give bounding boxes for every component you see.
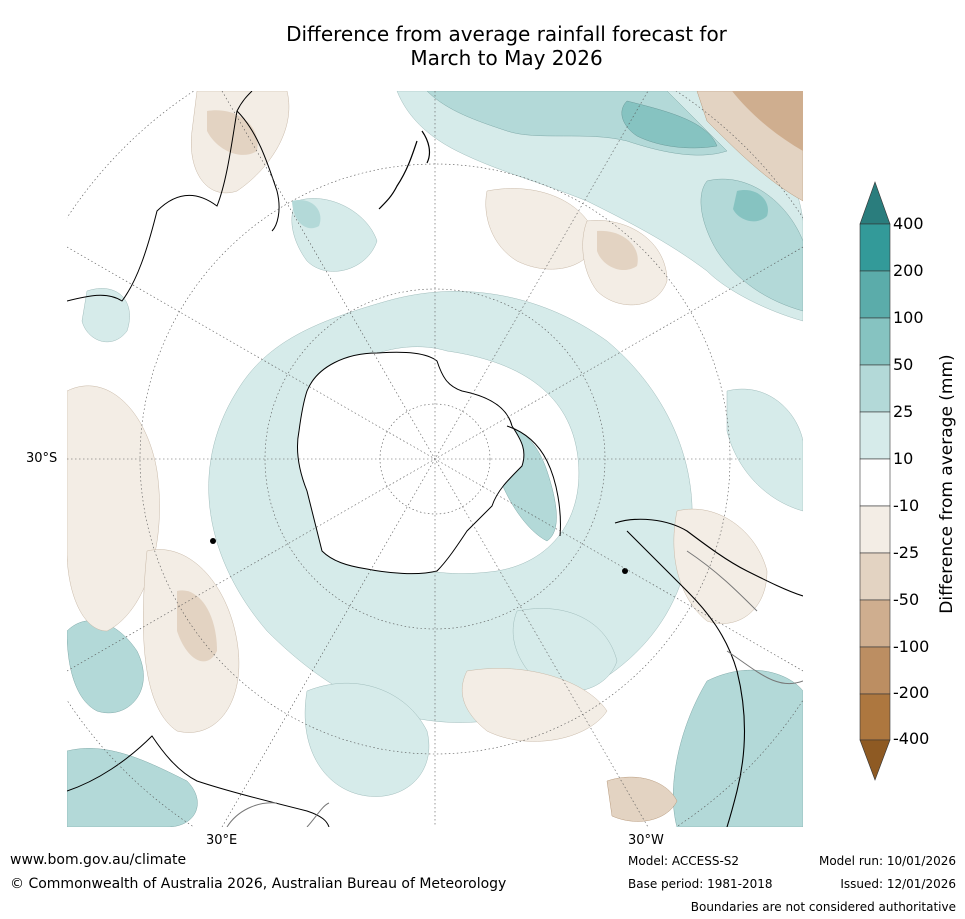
colorbar-tick-m25: -25 [893,543,920,562]
colorbar-tick-50: 50 [893,355,914,374]
dry-patch-se-corner [606,776,678,822]
wet-patch-east-mid [726,388,803,512]
dry-patch-east-upper-core [597,230,638,271]
colorbar-tick-m100: -100 [893,637,930,656]
wet-patch-east [700,178,803,312]
colorbar-tick-25: 25 [893,402,914,421]
wet-patch-east-core [733,190,768,222]
australia-coastline [67,91,280,302]
colorbar-bin-m50-m25 [859,552,891,601]
colorbar-under-arrow [859,739,891,781]
boundaries-disclaimer: Boundaries are not considered authoritat… [690,900,956,914]
wet-patch-se [673,669,803,827]
colorbar-bin-m200-m100 [859,646,891,695]
wet-patch-west-2 [81,288,130,342]
latitude-circle-40s [139,163,731,755]
wet-patch-nz-core [292,200,321,229]
rainfall-map [67,91,803,827]
colorbar-tick-200: 200 [893,261,924,280]
copyright-text: © Commonwealth of Australia 2026, Austra… [10,876,507,892]
wet-patch-west-1 [67,620,144,714]
website-link[interactable]: www.bom.gov.au/climate [10,852,187,868]
base-period-text: Base period: 1981-2018 [628,877,773,891]
issued-text: Issued: 12/01/2026 [840,877,956,891]
island-kerguelen [210,538,216,544]
colorbar-title: Difference from average (mm) [937,354,957,614]
antarctica-landmass [296,351,525,575]
colorbar-over-arrow [859,181,891,225]
colorbar-bin-m400-m200 [859,693,891,741]
wet-patch-ne-core [621,100,718,149]
dry-anomaly-areas [67,91,803,822]
south-america-coastline [614,518,803,827]
latitude-label-30s: 30°S [26,451,58,466]
colorbar-bin-200-400 [859,223,891,272]
dry-patch-ne-core [732,91,803,151]
model-text: Model: ACCESS-S2 [628,854,740,868]
wet-patch-sw [67,748,198,827]
colorbar-tick-400: 400 [893,214,924,233]
dry-patch-sw-core [177,590,217,662]
colorbar-tick-m200: -200 [893,683,930,702]
colorbar-bin-10-25 [859,411,891,460]
title-line-1: Difference from average rainfall forecas… [286,22,727,46]
colorbar-bin-50-100 [859,317,891,366]
latitude-circle-60s [264,288,606,630]
new-zealand-coastline [378,130,431,210]
colorbar [859,181,891,781]
colorbar-bin-m25-m10 [859,505,891,554]
dry-patch-australia-core [207,110,258,155]
colorbar-tick-m10: -10 [893,496,920,515]
africa-borders [226,802,330,827]
colorbar-bin-m100-m50 [859,599,891,648]
colorbar-tick-m400: -400 [893,729,930,748]
wet-anomaly-areas [67,91,803,827]
antarctic-peninsula [506,425,561,537]
island-south-georgia [622,568,628,574]
south-america-borders [686,550,803,685]
colorbar-tick-m50: -50 [893,590,920,609]
longitude-label-30w: 30°W [628,833,664,848]
wet-patch-south [304,683,430,797]
dry-patch-south-east [461,668,608,742]
title-line-2: March to May 2026 [410,46,603,70]
africa-coastline [67,735,330,827]
meridian-120 [67,246,803,672]
graticule [67,91,803,827]
map-title: Difference from average rainfall forecas… [0,22,965,70]
wet-patch-south-mid [512,608,618,692]
colorbar-bin-100-200 [859,270,891,319]
colorbar-bin-25-50 [859,364,891,413]
dry-patch-south-america [673,508,768,624]
colorbar-tick-10: 10 [893,449,914,468]
colorbar-bin-neutral [859,458,891,507]
dry-patch-north-mid [485,188,598,270]
model-run-text: Model run: 10/01/2026 [818,854,956,868]
colorbar-tick-100: 100 [893,308,924,327]
longitude-label-30e: 30°E [206,833,238,848]
